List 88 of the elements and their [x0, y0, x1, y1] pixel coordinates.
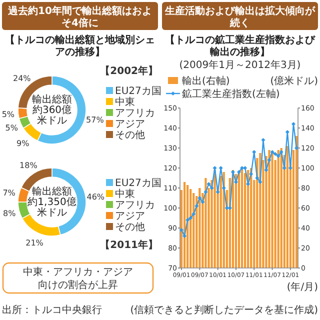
text: 約360億 [32, 104, 72, 116]
point [270, 150, 274, 154]
point [288, 166, 292, 170]
bar [240, 168, 244, 268]
chart-subtitle: 【トルコの輸出総額と地域別シェアの推移】 [5, 34, 155, 58]
legend-label: 輸出(右軸) [182, 75, 230, 87]
legend-label: 鉱工業生産指数(左軸) [182, 88, 280, 100]
text: 約1,350億 [28, 196, 76, 208]
y2-axis-title: (億米ドル) [270, 75, 318, 87]
data-label: 18% [20, 160, 38, 170]
bar [268, 150, 270, 268]
point [198, 196, 202, 200]
point [276, 154, 280, 158]
bar [220, 176, 222, 268]
data-label: 21% [26, 238, 44, 248]
data-label: 7% [2, 188, 16, 198]
data-label: 9% [16, 139, 30, 148]
bar [238, 172, 240, 268]
legend-label: アジア [115, 211, 145, 222]
legend-label: アフリカ [115, 200, 155, 211]
point [192, 212, 196, 216]
text: 【2011年】 [100, 239, 158, 251]
point [206, 182, 211, 186]
text: (2009年1月～2012年3月) [179, 59, 301, 71]
point [258, 180, 262, 184]
point [194, 204, 199, 208]
text: 中東・アフリカ・アジア [23, 266, 133, 278]
point [264, 168, 268, 172]
chart-title: 過去約10年間で輸出総額はおよそ4倍に [7, 5, 152, 29]
bar [286, 146, 288, 268]
point [216, 190, 220, 194]
point [294, 146, 298, 150]
data-label: 57% [86, 116, 104, 125]
text: 出所：トルコ中央銀行 [2, 304, 102, 316]
text: 米ドル [37, 114, 67, 126]
bar [204, 178, 207, 268]
text: 輸出総額 [32, 94, 72, 106]
point [210, 186, 214, 190]
point [249, 172, 254, 176]
point [252, 150, 256, 154]
point [180, 228, 184, 232]
point [212, 166, 217, 170]
point [224, 206, 229, 210]
bar [244, 173, 246, 268]
bar [271, 152, 274, 268]
data-label: 5% [2, 110, 15, 120]
point [218, 166, 223, 170]
legend-label: EU27カ国 [115, 178, 162, 189]
point [230, 170, 235, 174]
legend-label: アジア [115, 119, 145, 130]
data-label: 5% [5, 123, 18, 132]
point [186, 218, 190, 222]
legend-label: EU27カ国 [115, 86, 162, 97]
data-label: 46% [86, 192, 105, 202]
point [279, 150, 284, 154]
point [285, 130, 290, 134]
text: 米ドル [37, 206, 67, 218]
point [291, 122, 296, 126]
point [282, 166, 286, 170]
text: 向けの割合が上昇 [38, 279, 118, 291]
point [243, 166, 248, 170]
text: 【2002年】 [100, 65, 158, 77]
point [222, 186, 226, 190]
bar [190, 189, 192, 268]
point [234, 180, 238, 184]
bar [214, 170, 216, 268]
point [237, 170, 241, 174]
legend-label: アフリカ [115, 108, 155, 119]
point [273, 152, 278, 156]
text: (信頼できると判断したデータを基に作成) [130, 304, 318, 316]
chart-subtitle: 【トルコの鉱工業生産指数および輸出の推移】 [165, 34, 316, 58]
legend-label: その他 [115, 129, 145, 141]
data-label: 8% [3, 208, 16, 218]
point [182, 234, 187, 238]
point [204, 190, 208, 194]
point [267, 158, 272, 162]
text: 輸出総額 [32, 186, 72, 198]
legend-label: 中東 [115, 188, 135, 200]
point [246, 182, 250, 186]
data-label: 24% [12, 74, 32, 83]
point [188, 216, 193, 220]
point [200, 200, 205, 204]
point [261, 138, 266, 142]
bar [277, 150, 280, 268]
x-axis-title: (年/月) [286, 281, 318, 293]
legend-label: 中東 [115, 96, 135, 108]
point [255, 176, 260, 180]
legend-label: その他 [115, 221, 145, 233]
